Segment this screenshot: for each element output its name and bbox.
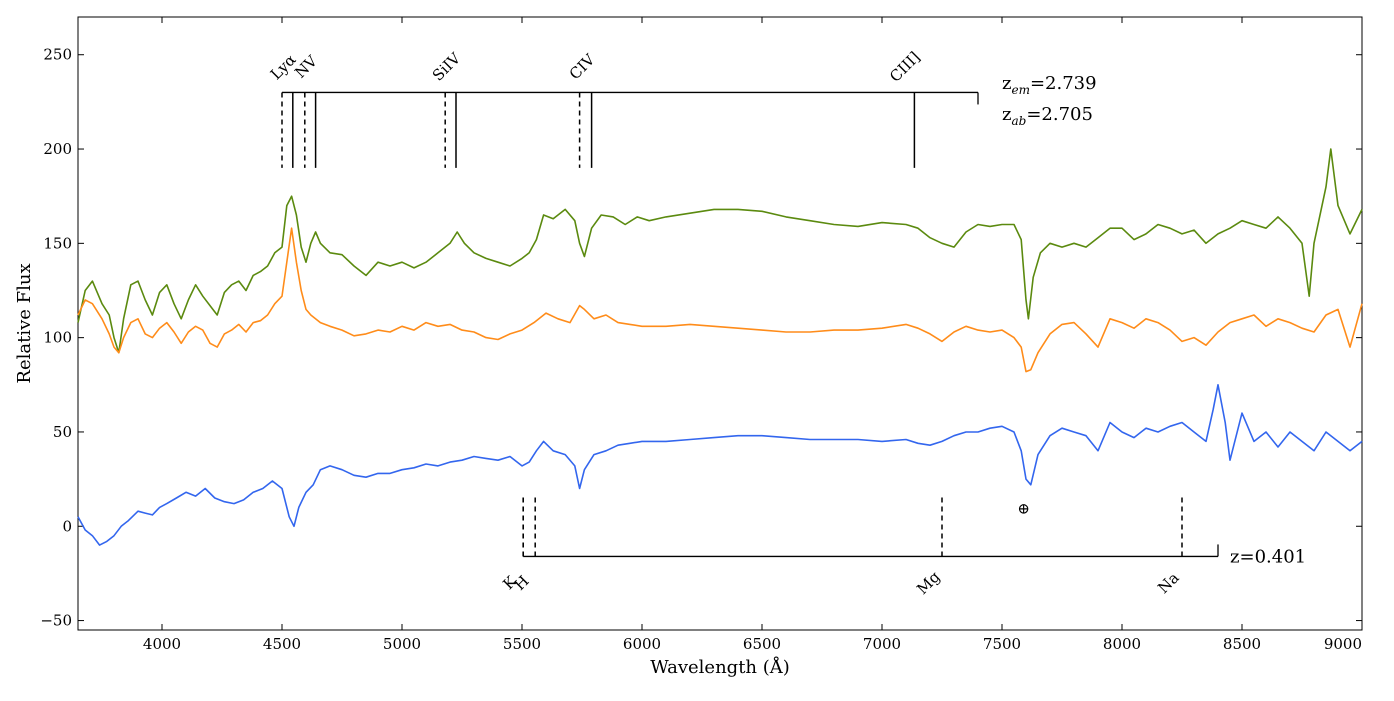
x-tick-label: 4000 bbox=[143, 635, 181, 653]
emission-line-label: CIV bbox=[566, 50, 600, 84]
z-ab-label: zab=2.705 bbox=[1002, 104, 1093, 128]
y-tick-label: 100 bbox=[43, 329, 72, 347]
y-tick-label: 0 bbox=[62, 517, 72, 535]
y-axis-title: Relative Flux bbox=[14, 263, 35, 383]
x-tick-label: 6500 bbox=[743, 635, 781, 653]
y-tick-label: 150 bbox=[43, 234, 72, 252]
z-em-label: zem=2.739 bbox=[1002, 73, 1097, 97]
emission-line-label: NV bbox=[291, 51, 321, 81]
x-tick-label: 6000 bbox=[623, 635, 661, 653]
absorption-line-label: Mg bbox=[913, 567, 944, 598]
y-tick-label: 50 bbox=[53, 423, 72, 441]
x-tick-label: 9000 bbox=[1324, 635, 1362, 653]
y-tick-label: 200 bbox=[43, 140, 72, 158]
z-abs-label: z=0.401 bbox=[1230, 546, 1306, 567]
x-tick-label: 5000 bbox=[383, 635, 421, 653]
emission-line-label: SiIV bbox=[429, 48, 465, 84]
x-tick-label: 5500 bbox=[503, 635, 541, 653]
x-tick-label: 8000 bbox=[1103, 635, 1141, 653]
x-axis-title: Wavelength (Å) bbox=[650, 656, 790, 678]
x-tick-label: 7500 bbox=[983, 635, 1021, 653]
series-line-3 bbox=[77, 384, 1363, 546]
plot-frame bbox=[77, 16, 1363, 631]
x-tick-label: 8500 bbox=[1223, 635, 1261, 653]
emission-line-label: CIII] bbox=[886, 48, 924, 86]
y-tick-label: 250 bbox=[43, 46, 72, 64]
series-line-1 bbox=[77, 148, 1363, 354]
telluric-symbol: ⊕ bbox=[1017, 499, 1030, 517]
x-tick-label: 4500 bbox=[263, 635, 301, 653]
series-line-2 bbox=[77, 227, 1363, 373]
absorption-line-label: Na bbox=[1154, 569, 1182, 597]
y-tick-label: −50 bbox=[40, 612, 72, 630]
x-tick-label: 7000 bbox=[863, 635, 901, 653]
